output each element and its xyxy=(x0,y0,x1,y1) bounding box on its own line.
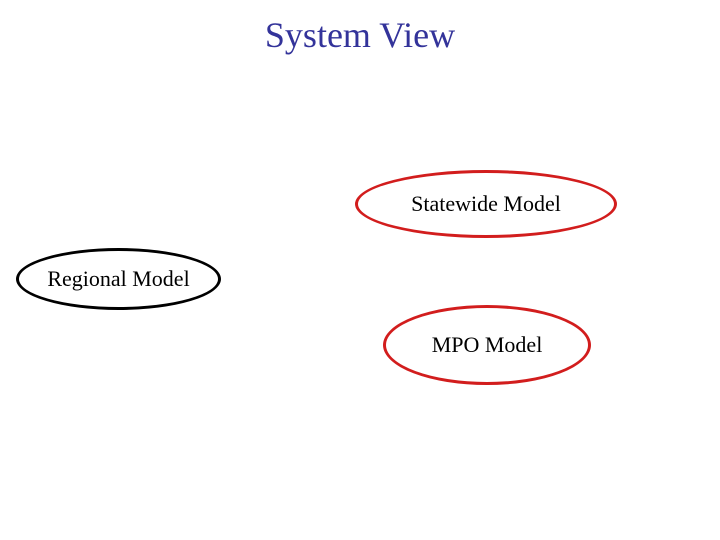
node-mpo-label: MPO Model xyxy=(432,332,543,358)
node-mpo-model: MPO Model xyxy=(383,305,591,385)
node-regional-model: Regional Model xyxy=(16,248,221,310)
node-statewide-model: Statewide Model xyxy=(355,170,617,238)
node-statewide-label: Statewide Model xyxy=(411,191,561,217)
slide-title: System View xyxy=(0,14,720,56)
node-regional-label: Regional Model xyxy=(47,266,189,292)
slide-title-text: System View xyxy=(265,15,455,55)
